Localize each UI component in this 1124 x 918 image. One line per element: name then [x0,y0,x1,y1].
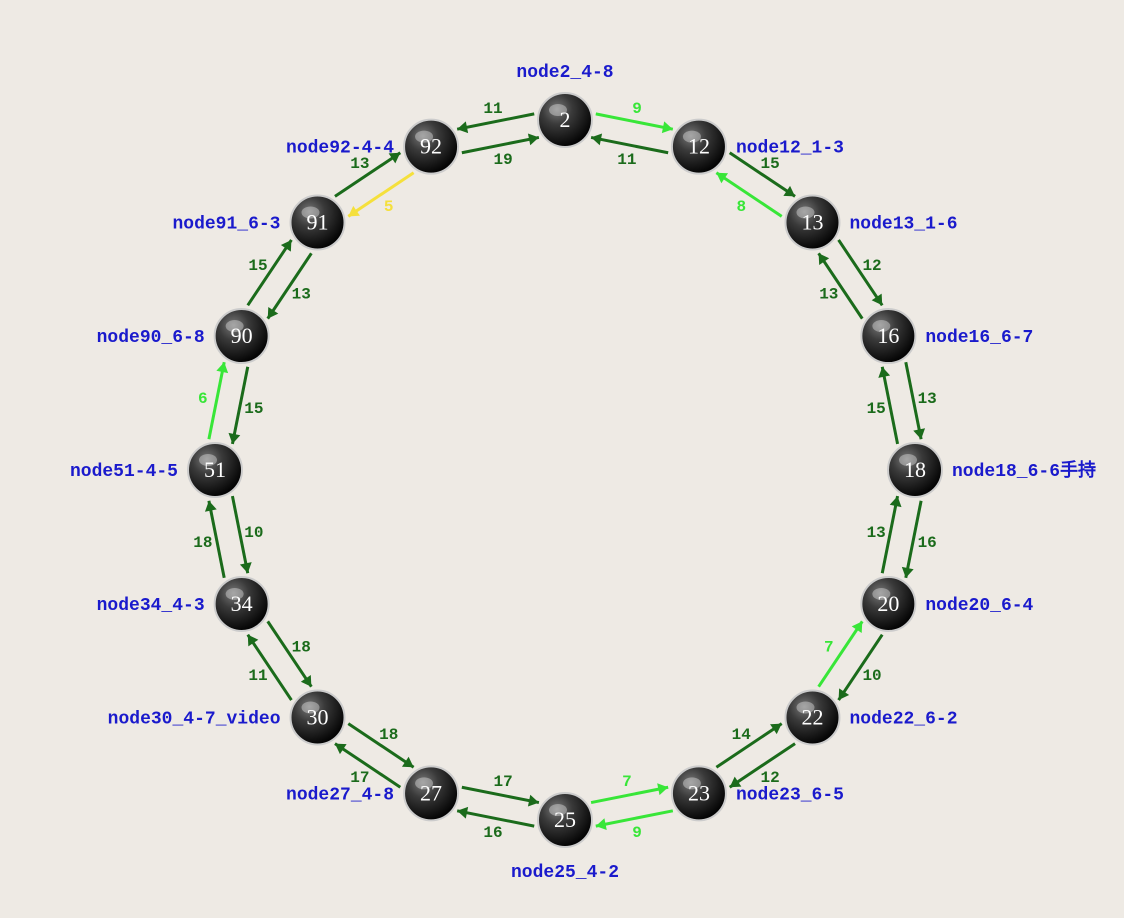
edge-weight-outer: 17 [350,769,369,787]
node-id-text: 30 [307,704,329,729]
edge-weight-outer: 12 [761,769,780,787]
graph-node: 18 [888,443,942,497]
graph-node: 27 [404,766,458,820]
node-label: node51-4-5 [70,462,178,482]
graph-node: 12 [672,120,726,174]
edge-weight-inner: 8 [736,198,746,216]
graph-node: 34 [215,577,269,631]
edge-weight-inner: 18 [292,638,311,656]
ring-network-diagram: 1119911158121313151613107121497161717181… [0,0,1124,918]
node-id-text: 2 [560,107,571,132]
edge-arrowhead [457,121,468,133]
node-label: node91_6-3 [172,215,280,235]
node-label: node16_6-7 [925,328,1033,348]
edge-weight-outer: 13 [918,390,937,408]
edge-arrowhead [662,121,673,133]
node-id-text: 34 [231,591,253,616]
edge-weight-inner: 7 [622,773,632,791]
edge-arrowhead [216,362,228,373]
edge-arrowhead [596,818,607,830]
node-label: node18_6-6手持 [952,459,1096,482]
node-label: node34_4-3 [97,596,205,616]
edge-weight-outer: 12 [862,257,881,275]
edge-weight-inner: 18 [379,726,398,744]
graph-node: 91 [291,196,345,250]
edge-arrowhead [878,367,890,378]
edge-weight-outer: 11 [248,667,267,685]
node-label: node92-4-4 [286,139,394,159]
edge-weight-outer: 15 [248,257,267,275]
edge-weight-inner: 10 [244,524,263,542]
edge-weight-inner: 7 [824,638,834,656]
node-label: node27_4-8 [286,785,394,805]
edge-arrowhead [240,562,252,573]
node-label: node2_4-8 [516,63,613,83]
node-id-text: 12 [688,134,710,159]
graph-node: 22 [785,690,839,744]
edge-weight-inner: 17 [494,773,513,791]
nodes-layer: 2 12 13 16 18 20 22 23 25 27 30 34 51 90 91 92 [188,93,942,847]
graph-node: 16 [861,309,915,363]
graph-node: 2 [538,93,592,147]
edge-line [209,362,224,439]
edge-weight-inner: 11 [617,151,636,169]
node-label: node22_6-2 [849,709,957,729]
edge-weight-inner: 13 [867,524,886,542]
node-label: node20_6-4 [925,596,1033,616]
node-id-text: 27 [420,780,442,805]
edge-weight-inner: 15 [867,400,886,418]
edge-arrowhead [228,433,240,444]
edge-arrowhead [205,501,217,512]
node-id-text: 16 [877,323,899,348]
edge-weight-outer: 16 [918,534,937,552]
node-label: node12_1-3 [736,139,844,159]
edge-arrowhead [457,807,468,819]
graph-node: 92 [404,120,458,174]
node-id-text: 23 [688,780,710,805]
edge-weight-outer: 6 [198,390,208,408]
edge-weight-inner: 15 [244,400,263,418]
edge-weight-outer: 16 [483,824,502,842]
edge-weight-inner: 14 [732,726,752,744]
edge-weight-outer: 9 [632,100,642,118]
edge-arrowhead [902,567,914,578]
edge-arrowhead [591,133,602,145]
graph-node: 23 [672,766,726,820]
edge-arrowhead [528,133,539,145]
graph-node: 51 [188,443,242,497]
node-label: node90_6-8 [97,328,205,348]
graph-node: 13 [785,196,839,250]
node-label: node25_4-2 [511,863,619,883]
edge-weight-inner: 13 [819,286,838,304]
edge-arrowhead [913,428,925,439]
node-id-text: 18 [904,457,926,482]
edge-weight-outer: 9 [632,824,642,842]
node-id-text: 90 [231,323,253,348]
edge-weight-inner: 13 [292,286,311,304]
edge-weight-inner: 5 [384,198,394,216]
node-id-text: 20 [877,591,899,616]
edge-weight-inner: 19 [494,151,513,169]
edge-arrowhead [890,496,902,507]
node-id-text: 25 [554,807,576,832]
edge-weight-outer: 10 [862,667,881,685]
edge-weight-outer: 18 [193,534,212,552]
edge-arrowhead [657,783,668,795]
graph-node: 25 [538,793,592,847]
graph-node: 30 [291,690,345,744]
node-id-text: 91 [307,210,329,235]
node-label: node13_1-6 [849,215,957,235]
node-id-text: 92 [420,134,442,159]
node-label: node30_4-7_video [108,709,281,729]
graph-node: 20 [861,577,915,631]
node-id-text: 13 [801,210,823,235]
edge-weight-outer: 11 [483,100,502,118]
node-label: node23_6-5 [736,785,844,805]
node-id-text: 22 [801,704,823,729]
edge-arrowhead [528,795,539,807]
graph-node: 90 [215,309,269,363]
node-id-text: 51 [204,457,226,482]
